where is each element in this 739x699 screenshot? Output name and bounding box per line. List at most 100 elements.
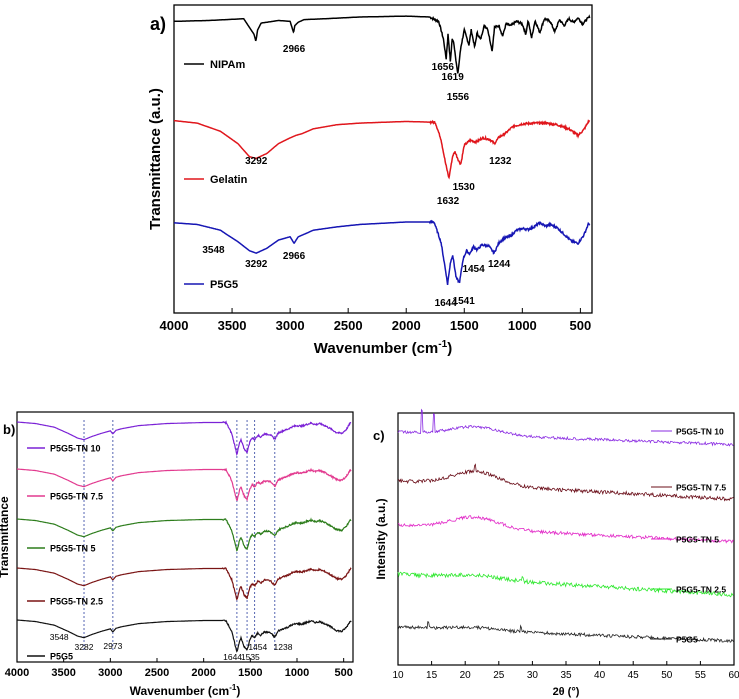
panel-b-legend-label: P5G5-TN 2.5	[50, 597, 103, 607]
panel-b-ftir-chart: b) 4000 3500 3000 2500 2000 1500 1000 500 P5G5-…	[0, 411, 354, 698]
panel-b-x-tick-label: 3000	[98, 667, 122, 679]
panel-a-series-line-nipam	[173, 14, 591, 74]
panel-c-x-tick-label: 35	[560, 670, 572, 681]
panel-c-legend-label: P5G5-TN 10	[676, 427, 724, 437]
panel-c-x-tick-label: 45	[628, 670, 640, 681]
panel-a-x-tick-label: 3500	[218, 318, 247, 333]
panel-a-series-line-p5g5	[173, 219, 591, 285]
panel-a-peak-label: 1541	[453, 296, 476, 307]
panel-a-label: a)	[150, 14, 166, 34]
panel-c-label: c)	[373, 428, 385, 443]
panel-b-x-tick-label: 4000	[5, 667, 29, 679]
panel-a-peak-label: 1244	[488, 259, 511, 270]
panel-a-peak-label: 3292	[245, 259, 268, 270]
panel-c-series-line	[397, 571, 734, 598]
panel-b-y-axis-label: Transmittance	[0, 496, 11, 578]
panel-a-x-tick-label: 2500	[334, 318, 363, 333]
panel-b-x-tick-label: 1000	[285, 667, 309, 679]
panel-c-x-tick-label: 55	[695, 670, 707, 681]
panel-a-peak-label: 2966	[283, 251, 306, 262]
panel-c-legend-label: P5G5-TN 5	[676, 535, 719, 545]
panel-b-peak-label: 2973	[103, 641, 122, 651]
panel-a-peak-label: 1530	[453, 182, 476, 193]
panel-a-x-axis-label: Wavenumber (cm-1)	[314, 339, 452, 357]
panel-a-legend-label: P5G5	[210, 279, 238, 291]
panel-b-x-tick-label: 2500	[145, 667, 169, 679]
panel-c-x-ticks: 10 15 20 25 30 35 40 45 50 55 60	[392, 661, 739, 681]
panel-c-y-axis-label: Intensity (a.u.)	[374, 498, 388, 579]
panel-c-xrd-chart: c) 10 15 20 25 30 35 40 45 50 55 60 P5G5-TN 10P5G5…	[373, 408, 739, 698]
panel-b-series-line	[17, 420, 352, 456]
panel-b-peak-label: 3282	[75, 642, 94, 652]
panel-b-x-tick-label: 500	[334, 667, 352, 679]
panel-c-x-tick-label: 50	[661, 670, 673, 681]
panel-c-x-tick-label: 30	[527, 670, 539, 681]
panel-b-legend-label: P5G5-TN 7.5	[50, 492, 103, 502]
panel-b-peak-label: 1644	[223, 652, 242, 662]
panel-a-x-tick-label: 1000	[508, 318, 537, 333]
panel-c-legend-label: P5G5-TN 7.5	[676, 483, 726, 493]
panel-b-series-line	[17, 566, 352, 601]
panel-a-peak-label: 1556	[447, 92, 470, 103]
panel-a-x-tick-label: 2000	[392, 318, 421, 333]
panel-c-series-line	[397, 408, 734, 447]
panel-b-plot-frame	[16, 411, 354, 663]
panel-a-x-tick-label: 500	[570, 318, 592, 333]
panel-c-legend-label: P5G5-TN 2.5	[676, 585, 726, 595]
panel-b-peak-label: 3548	[50, 632, 69, 642]
panel-c-x-tick-label: 25	[493, 670, 505, 681]
panel-b-x-tick-label: 2000	[191, 667, 215, 679]
panel-c-x-tick-label: 20	[460, 670, 472, 681]
panel-a-peak-label: 1454	[462, 264, 485, 275]
panel-b-x-tick-label: 1500	[238, 667, 262, 679]
panel-a-x-tick-label: 4000	[160, 318, 189, 333]
panel-b-series-line	[17, 517, 352, 552]
panel-a-peak-label: 1619	[442, 72, 465, 83]
panel-a-legend-label: NIPAm	[210, 59, 245, 71]
panel-b-peak-label: 1454	[248, 642, 267, 652]
panel-a-legend-label: Gelatin	[210, 174, 248, 186]
panel-a-plot-frame	[173, 4, 593, 314]
panel-a-peak-label: 3292	[245, 156, 268, 167]
panel-b-legend: P5G5-TN 10 P5G5-TN 7.5 P5G5-TN 5 P5G5-TN 2.…	[27, 444, 103, 662]
panel-b-reference-lines	[83, 420, 276, 650]
panel-b-peak-label: 1535	[241, 652, 260, 662]
panel-a-x-tick-label: 1500	[450, 318, 479, 333]
panel-b-series-line	[17, 619, 352, 653]
panel-a-legend: NIPAm Gelatin P5G5	[184, 59, 248, 291]
panel-c-series-line	[397, 621, 734, 643]
panel-c-legend: P5G5-TN 10 P5G5-TN 7.5 P5G5-TN 5 P5G5-TN 2.…	[651, 427, 726, 645]
panel-c-x-tick-label: 10	[392, 670, 404, 681]
panel-b-x-axis-label: Wavenumber (cm-1)	[130, 683, 241, 698]
panel-a-series-line-gelatin	[173, 119, 591, 180]
panel-b-series-group	[17, 420, 352, 653]
panel-a-x-tick-label: 3000	[276, 318, 305, 333]
panel-b-x-ticks: 4000 3500 3000 2500 2000 1500 1000 500	[5, 658, 353, 679]
panel-a-peak-label: 1644	[435, 298, 458, 309]
panel-b-peak-label: 1238	[274, 642, 293, 652]
panel-a-peak-label: 3548	[202, 245, 225, 256]
panel-b-x-tick-label: 3500	[51, 667, 75, 679]
panel-a-y-axis-label: Transmittance (a.u.)	[147, 88, 164, 230]
panel-b-label: b)	[3, 422, 15, 437]
panel-b-legend-label: P5G5	[50, 652, 73, 662]
panel-c-x-axis-label: 2θ (°)	[553, 686, 580, 698]
panel-c-series-line	[397, 515, 734, 544]
panel-c-legend-label: P5G5	[676, 635, 698, 645]
panel-a-peak-label: 1632	[437, 196, 460, 207]
panel-a-x-ticks: 4000 3500 3000 2500 2000 1500 1000 500	[160, 308, 592, 333]
panel-c-series-line	[397, 463, 734, 502]
panel-c-series-group	[397, 408, 734, 643]
panel-c-x-tick-label: 15	[426, 670, 438, 681]
panel-c-x-tick-label: 40	[594, 670, 606, 681]
panel-b-legend-label: P5G5-TN 10	[50, 444, 101, 454]
panel-a-peak-label: 2966	[283, 44, 306, 55]
panel-a-peak-label: 1232	[489, 156, 512, 167]
panel-a-peak-label: 1656	[432, 62, 455, 73]
panel-c-x-tick-label: 60	[728, 670, 739, 681]
panel-b-series-line	[17, 467, 352, 502]
